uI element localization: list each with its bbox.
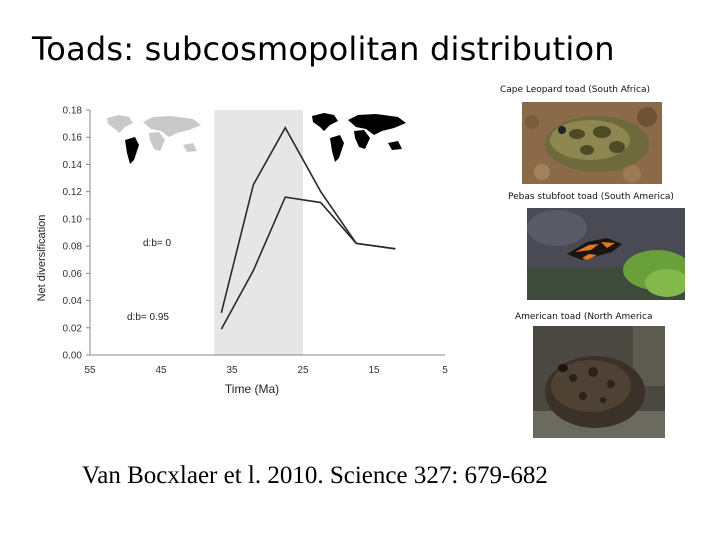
y-ticks: 0.00 0.02 0.04 0.06 0.08 0.10 0.12 0.14 0.16 0.18	[63, 106, 90, 362]
citation: Van Bocxlaer et l. 2010. Science 327: 67…	[82, 462, 548, 489]
y-tick-label: 0.06	[63, 269, 83, 280]
photo-pebas-stubfoot-toad	[527, 208, 685, 300]
y-tick-label: 0.12	[63, 187, 83, 198]
x-tick-label: 35	[226, 365, 238, 376]
y-axis-label: Net diversification	[36, 215, 48, 302]
x-tick-label: 25	[297, 365, 309, 376]
x-tick-label: 55	[84, 365, 96, 376]
x-tick-label: 45	[155, 365, 167, 376]
x-axis-label: Time (Ma)	[225, 382, 279, 396]
photo-caption-pebas-stubfoot-toad: Pebas stubfoot toad (South America)	[508, 192, 674, 202]
photo-caption-cape-leopard-toad: Cape Leopard toad (South Africa)	[500, 85, 650, 95]
photo-cape-leopard-toad	[522, 102, 662, 184]
y-tick-label: 0.14	[63, 160, 83, 171]
photo-caption-american-toad: American toad (North America	[515, 312, 653, 322]
x-tick-label: 15	[368, 365, 380, 376]
series-label-db0: d:b= 0	[143, 238, 172, 249]
y-tick-label: 0.08	[63, 242, 83, 253]
y-tick-label: 0.10	[63, 214, 83, 225]
world-map-grey-inset	[107, 115, 201, 164]
y-tick-label: 0.00	[63, 351, 83, 362]
x-tick-label: 5	[442, 365, 448, 376]
x-ticks: 55 45 35 25 15 5	[84, 365, 448, 376]
series-label-db095: d:b= 0.95	[127, 312, 169, 323]
world-map-black-inset	[312, 113, 406, 162]
series-lines	[220, 126, 396, 330]
series-line-db095	[220, 196, 396, 330]
diversification-chart: 0.00 0.02 0.04 0.06 0.08 0.10 0.12 0.14 0.16 0.18…	[36, 106, 448, 397]
y-tick-label: 0.18	[63, 106, 83, 117]
photo-american-toad	[533, 326, 665, 438]
y-tick-label: 0.04	[63, 296, 83, 307]
slide-title: Toads: subcosmopolitan distribution	[32, 30, 615, 68]
y-tick-label: 0.02	[63, 323, 83, 334]
y-tick-label: 0.16	[63, 133, 83, 144]
